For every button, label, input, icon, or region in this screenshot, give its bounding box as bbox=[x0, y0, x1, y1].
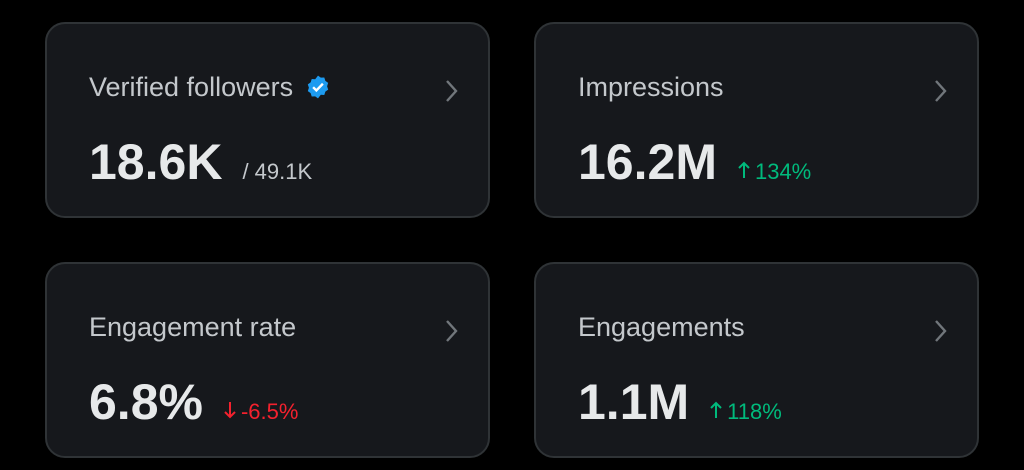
card[interactable]: Engagement rate 6.8% -6.5% bbox=[45, 262, 490, 458]
card[interactable]: Engagements 1.1M 118% bbox=[534, 262, 979, 458]
metric-value: 16.2M bbox=[578, 134, 717, 190]
verified-badge bbox=[307, 75, 329, 99]
card[interactable]: Impressions 16.2M 134% bbox=[534, 22, 979, 218]
metric-value: 6.8% bbox=[89, 374, 203, 430]
chevron bbox=[446, 80, 458, 102]
metric-change: 118% bbox=[709, 399, 782, 425]
card-title: Impressions bbox=[578, 72, 724, 102]
metric-value: 18.6K bbox=[89, 134, 223, 190]
change-text: -6.5% bbox=[240, 399, 299, 424]
metric-row: 1.1M 118% bbox=[578, 372, 782, 432]
change-text: 118% bbox=[727, 399, 782, 424]
chevron bbox=[935, 80, 947, 102]
metric-total: / 49.1K bbox=[242, 159, 313, 184]
card-title-row: Engagements bbox=[578, 308, 745, 346]
card-title-row: Verified followers bbox=[89, 68, 331, 106]
card[interactable]: Verified followers 18.6K / 49.1K bbox=[45, 22, 490, 218]
metric-value: 1.1M bbox=[578, 374, 690, 430]
card-title: Engagements bbox=[578, 312, 745, 342]
metric-row: 18.6K / 49.1K bbox=[89, 132, 312, 192]
arrow-up bbox=[738, 161, 750, 178]
metric-row: 6.8% -6.5% bbox=[89, 372, 298, 432]
chevron bbox=[935, 320, 947, 342]
card-title-row: Impressions bbox=[578, 68, 724, 106]
card-title-row: Engagement rate bbox=[89, 308, 296, 346]
metric-change: -6.5% bbox=[223, 399, 298, 425]
card-title: Engagement rate bbox=[89, 312, 297, 342]
metric-row: 16.2M 134% bbox=[578, 132, 811, 192]
chevron bbox=[446, 320, 458, 342]
arrow-down bbox=[224, 402, 236, 419]
change-text: 134% bbox=[754, 159, 812, 184]
arrow-up bbox=[710, 401, 722, 418]
card-title: Verified followers bbox=[89, 72, 294, 102]
metric-change: 134% bbox=[737, 159, 811, 185]
